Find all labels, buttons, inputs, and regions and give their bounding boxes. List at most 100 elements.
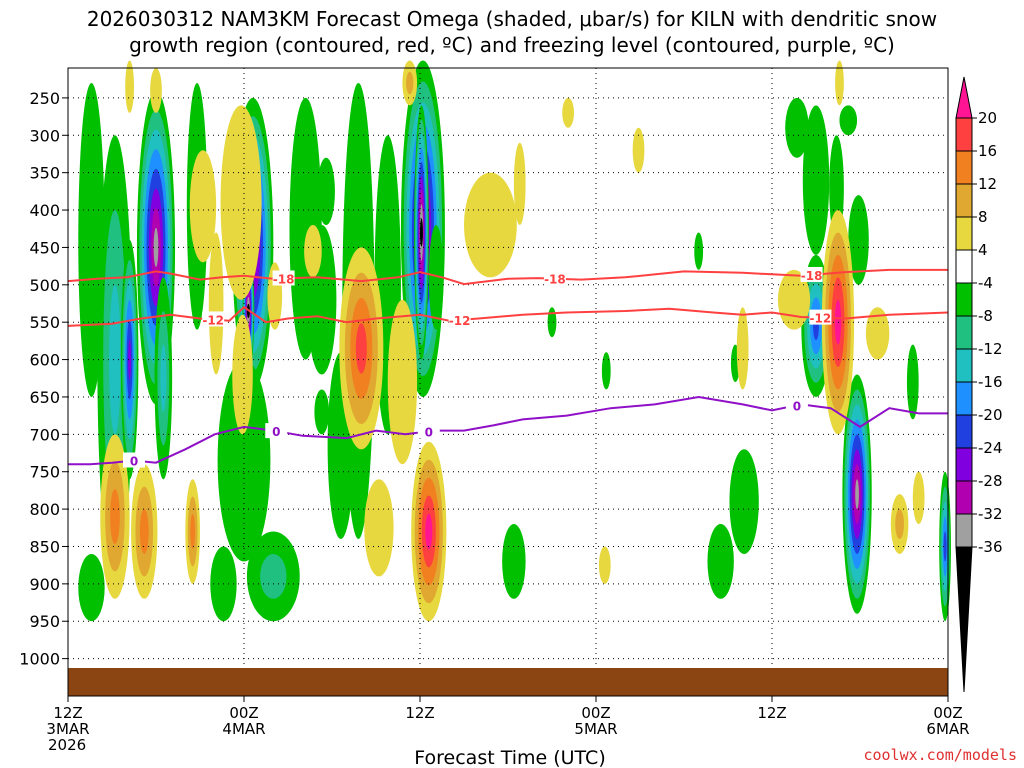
contour-label: 0: [130, 455, 138, 469]
colorbar-label: -12: [978, 340, 1003, 358]
omega-shade: [78, 553, 105, 622]
pressure-tick-label: 350: [29, 164, 60, 183]
pressure-tick-label: 800: [29, 500, 60, 519]
omega-shade: [707, 524, 734, 599]
omega-shade: [802, 105, 830, 255]
colorbar-swatch: [955, 381, 973, 416]
contour-label: 0: [793, 399, 801, 413]
omega-shade: [839, 105, 858, 136]
pressure-tick-label: 900: [29, 575, 60, 594]
pressure-tick-label: 650: [29, 388, 60, 407]
colorbar-top-arrow: [955, 76, 973, 119]
omega-shade: [189, 150, 217, 263]
omega-shade: [406, 71, 414, 95]
colorbar-swatch: [955, 282, 973, 317]
contour-line: [67, 268, 948, 286]
omega-shade: [865, 307, 890, 360]
contour-label: -18: [273, 272, 295, 286]
time-tick-label: 5MAR: [574, 720, 617, 738]
omega-shade: [109, 284, 121, 435]
contour-label: -12: [202, 313, 224, 327]
omega-shade: [547, 307, 557, 338]
colorbar-swatch: [955, 348, 973, 383]
time-tick-label: 4MAR: [222, 720, 265, 738]
omega-shade: [150, 68, 162, 113]
colorbar-label: -8: [978, 307, 993, 325]
contour-label: -12: [810, 312, 832, 326]
contour-label: -18: [801, 269, 823, 283]
colorbar-label: 8: [978, 208, 988, 226]
omega-shade: [513, 142, 526, 225]
contour-label-bg: [448, 311, 471, 327]
time-tick-label: 3MAR: [46, 720, 89, 738]
colorbar-swatch: [955, 249, 973, 284]
omega-shade: [848, 195, 869, 285]
omega-shade: [190, 514, 196, 549]
colorbar-label: -16: [978, 373, 1003, 391]
pressure-tick-label: 550: [29, 313, 60, 332]
colorbar-label: -4: [978, 274, 993, 292]
omega-shade: [220, 105, 262, 300]
time-tick-label: 6MAR: [926, 720, 969, 738]
omega-shade: [943, 531, 947, 562]
colorbar-swatch: [955, 513, 973, 548]
colorbar-label: -24: [978, 439, 1003, 457]
contour-label-bg: [809, 309, 832, 325]
contour-label-bg: [785, 397, 808, 413]
pressure-tick-label: 750: [29, 463, 60, 482]
pressure-tick-label: 400: [29, 201, 60, 220]
chart-title-line-2: growth region (contoured, red, ºC) and f…: [129, 33, 895, 57]
colorbar-swatch: [955, 315, 973, 350]
omega-shade: [232, 314, 253, 435]
omega-shade: [428, 225, 444, 330]
omega-shade: [364, 479, 394, 577]
contour-line: [68, 395, 948, 466]
omega-shade: [785, 97, 809, 158]
colorbar-swatch: [955, 216, 973, 251]
time-tick-label: 12Z: [405, 704, 434, 722]
omega-shade: [160, 344, 167, 412]
colorbar-label: -36: [978, 538, 1003, 556]
omega-shade: [260, 553, 287, 599]
pressure-tick-label: 950: [29, 612, 60, 631]
x-axis-title: Forecast Time (UTC): [414, 747, 605, 768]
omega-shade: [895, 509, 904, 539]
pressure-tick-label: 850: [29, 537, 60, 556]
contour-label-bg: [202, 311, 225, 327]
omega-shade: [387, 299, 418, 465]
omega-shade: [598, 546, 611, 584]
time-tick-label: 00Z: [581, 704, 610, 722]
omega-shade: [912, 471, 925, 525]
colorbar-label: -20: [978, 406, 1003, 424]
omega-shade: [110, 489, 120, 544]
credit-link[interactable]: coolwx.com/models: [863, 746, 1017, 764]
terrain-ground-band: [68, 668, 948, 696]
omega-shade: [317, 157, 335, 225]
grid-lines: [67, 68, 949, 696]
colorbar-label: 12: [978, 175, 997, 193]
time-tick-label: 00Z: [933, 704, 962, 722]
contour-label: 0: [425, 425, 433, 439]
colorbar-swatch: [955, 447, 973, 482]
omega-shade: [355, 323, 367, 374]
pressure-tick-label: 300: [29, 126, 60, 145]
time-tick-label: 2026: [48, 736, 86, 754]
omega-shade: [855, 479, 859, 510]
colorbar-swatch: [955, 117, 973, 152]
contour-label-bg: [800, 266, 823, 282]
omega-shade: [128, 339, 132, 380]
contour-label-bg: [265, 423, 288, 439]
pressure-tick-label: 700: [29, 425, 60, 444]
omega-shade: [125, 60, 134, 113]
contour-label: -12: [449, 314, 471, 328]
plot-frame: [67, 67, 949, 697]
time-tick-label: 12Z: [53, 704, 82, 722]
contour-label: 0: [272, 425, 280, 439]
omega-shade: [729, 449, 759, 554]
colorbar-swatch: [955, 480, 973, 515]
colorbar-label: 16: [978, 142, 997, 160]
colorbar-label: -32: [978, 505, 1003, 523]
colorbar-label: 4: [978, 241, 988, 259]
omega-shade: [464, 172, 517, 278]
omega-shade: [314, 389, 330, 435]
